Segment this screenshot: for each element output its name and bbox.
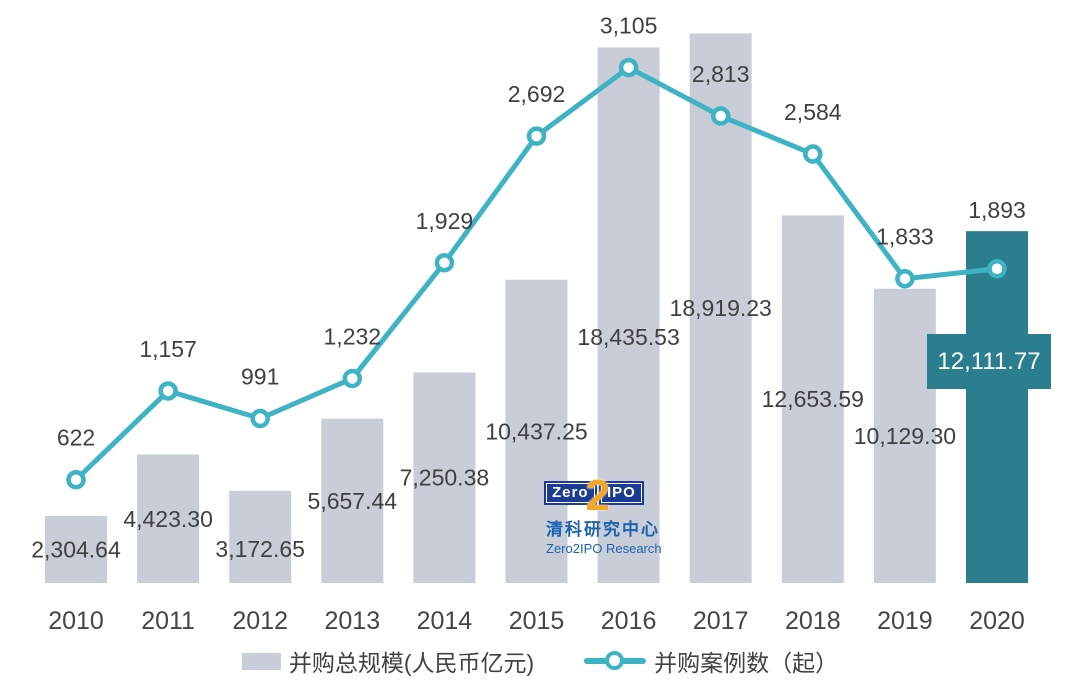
bar-value-label-2019: 10,129.30 bbox=[854, 423, 956, 449]
bar-value-label-2016: 18,435.53 bbox=[577, 324, 679, 350]
line-value-label-2011: 1,157 bbox=[139, 336, 197, 362]
logo-english-name: Zero2IPO Research bbox=[546, 541, 662, 556]
logo-wordmark: Zero 2 IPO bbox=[546, 474, 676, 518]
line-value-label-2016: 3,105 bbox=[600, 13, 658, 39]
x-axis-label-2014: 2014 bbox=[417, 607, 473, 635]
line-point-2017 bbox=[710, 106, 731, 126]
bar-2020 bbox=[966, 231, 1028, 583]
line-marker-icon bbox=[584, 650, 647, 672]
line-value-label-2019: 1,833 bbox=[876, 224, 934, 250]
legend-bar-label: 并购总规模(人民币亿元) bbox=[288, 650, 535, 676]
legend-line-label: 并购案例数（起） bbox=[654, 650, 839, 676]
x-axis-label-2017: 2017 bbox=[693, 607, 749, 635]
line-point-2018 bbox=[803, 144, 823, 164]
logo-chinese-name: 清科研究中心 bbox=[546, 520, 660, 539]
legend: 并购总规模(人民币亿元) 并购案例数（起） bbox=[0, 644, 1080, 678]
bar-value-label-2010: 2,304.64 bbox=[31, 537, 121, 563]
x-axis-label-2010: 2010 bbox=[48, 607, 104, 635]
bar-2013 bbox=[321, 418, 384, 583]
line-value-label-2020: 1,893 bbox=[968, 197, 1026, 223]
x-axis-label-2016: 2016 bbox=[601, 607, 657, 635]
line-value-label-2013: 1,232 bbox=[324, 323, 382, 349]
line-point-2020 bbox=[987, 259, 1007, 279]
bar-2010 bbox=[45, 516, 107, 583]
bar-2012 bbox=[229, 490, 292, 583]
logo-two-icon: 2 bbox=[585, 471, 610, 520]
line-point-2011 bbox=[158, 381, 178, 401]
line-point-2014 bbox=[434, 253, 455, 273]
line-point-2016 bbox=[618, 57, 639, 78]
bar-value-label-2017: 18,919.23 bbox=[670, 295, 772, 321]
legend-item-line: 并购案例数（起） bbox=[584, 644, 838, 678]
bar-value-label-2015: 10,437.25 bbox=[485, 418, 587, 444]
line-value-label-2018: 2,584 bbox=[784, 99, 842, 125]
bar-value-label-2013: 5,657.44 bbox=[308, 488, 398, 514]
legend-item-bar: 并购总规模(人民币亿元) bbox=[241, 644, 535, 678]
line-point-2019 bbox=[895, 268, 915, 289]
line-value-label-2017: 2,813 bbox=[692, 61, 750, 87]
bar-value-label-2020: 12,111.77 bbox=[937, 348, 1040, 375]
highlight-value-box-2020 bbox=[927, 334, 1051, 389]
zero2ipo-logo: Zero 2 IPO 清科研究中心 Zero2IPO Research bbox=[546, 474, 676, 556]
bar-value-label-2011: 4,423.30 bbox=[123, 506, 213, 532]
x-axis-label-2019: 2019 bbox=[877, 607, 933, 635]
bar-2011 bbox=[137, 454, 200, 583]
line-point-2010 bbox=[66, 469, 86, 490]
bar-swatch-icon bbox=[241, 652, 281, 670]
line-value-label-2015: 2,692 bbox=[508, 81, 566, 107]
line-value-label-2012: 991 bbox=[241, 363, 279, 389]
line-point-2013 bbox=[342, 368, 363, 389]
bar-value-label-2012: 3,172.65 bbox=[215, 536, 305, 562]
line-point-2015 bbox=[526, 126, 547, 146]
x-axis-label-2012: 2012 bbox=[232, 607, 288, 635]
bar-value-label-2018: 12,653.59 bbox=[762, 386, 864, 412]
bar-2014 bbox=[413, 372, 476, 583]
logo-zero-box: Zero bbox=[546, 483, 595, 503]
line-point-2012 bbox=[250, 408, 270, 429]
x-axis-label-2018: 2018 bbox=[785, 607, 841, 635]
x-axis-label-2015: 2015 bbox=[509, 607, 565, 635]
logo-ipo-box: IPO bbox=[601, 483, 642, 503]
x-axis-label-2020: 2020 bbox=[969, 607, 1025, 635]
line-value-label-2014: 1,929 bbox=[416, 208, 474, 234]
bar-2018 bbox=[781, 215, 844, 583]
bar-2015 bbox=[505, 279, 568, 583]
x-axis-label-2011: 2011 bbox=[141, 607, 195, 635]
bar-2019 bbox=[873, 288, 936, 583]
line-value-label-2010: 622 bbox=[57, 425, 95, 451]
x-axis-label-2013: 2013 bbox=[324, 607, 380, 635]
bar-value-label-2014: 7,250.38 bbox=[400, 465, 490, 491]
